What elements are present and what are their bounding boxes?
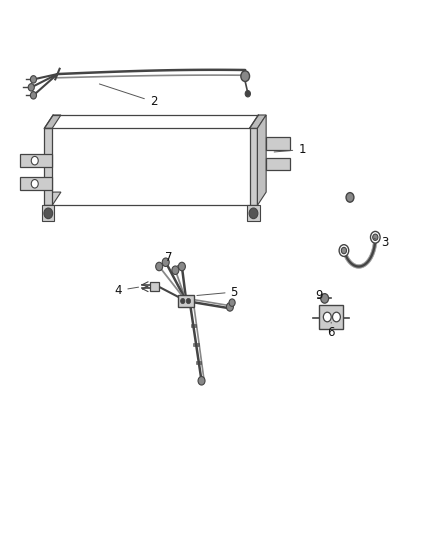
Text: 6: 6 (328, 322, 335, 339)
Polygon shape (258, 115, 266, 205)
Circle shape (178, 262, 185, 271)
Circle shape (321, 294, 328, 303)
Polygon shape (194, 343, 199, 346)
Polygon shape (44, 115, 61, 128)
Circle shape (186, 298, 191, 304)
Polygon shape (20, 154, 52, 167)
Circle shape (229, 299, 235, 306)
Polygon shape (266, 158, 290, 171)
Polygon shape (250, 115, 266, 128)
Polygon shape (42, 205, 54, 221)
Polygon shape (319, 305, 343, 329)
Text: 3: 3 (374, 236, 389, 249)
Circle shape (28, 84, 34, 91)
Circle shape (323, 312, 331, 322)
Polygon shape (191, 324, 196, 327)
Polygon shape (247, 205, 260, 221)
Polygon shape (150, 282, 159, 291)
Polygon shape (44, 128, 52, 205)
Text: 4: 4 (115, 284, 138, 297)
Circle shape (180, 298, 185, 304)
Circle shape (241, 71, 250, 82)
Circle shape (198, 376, 205, 385)
Polygon shape (250, 128, 258, 205)
Circle shape (172, 266, 179, 274)
Circle shape (30, 76, 36, 83)
Text: 7: 7 (165, 252, 178, 266)
Circle shape (44, 208, 53, 219)
Circle shape (341, 247, 346, 254)
Text: 1: 1 (274, 143, 306, 156)
Circle shape (155, 262, 162, 271)
Polygon shape (266, 137, 290, 150)
Circle shape (339, 245, 349, 256)
Circle shape (226, 303, 233, 311)
Polygon shape (20, 177, 52, 190)
Circle shape (371, 231, 380, 243)
Circle shape (332, 312, 340, 322)
Polygon shape (44, 192, 61, 205)
Circle shape (30, 92, 36, 99)
Circle shape (31, 156, 38, 165)
Circle shape (373, 234, 378, 240)
Circle shape (346, 192, 354, 202)
Circle shape (31, 180, 38, 188)
Circle shape (162, 258, 169, 266)
Circle shape (249, 208, 258, 219)
Circle shape (245, 91, 251, 97)
Polygon shape (196, 361, 201, 364)
Text: 9: 9 (316, 289, 323, 302)
Text: 5: 5 (197, 286, 238, 298)
Text: 2: 2 (99, 84, 157, 108)
Polygon shape (178, 295, 194, 308)
